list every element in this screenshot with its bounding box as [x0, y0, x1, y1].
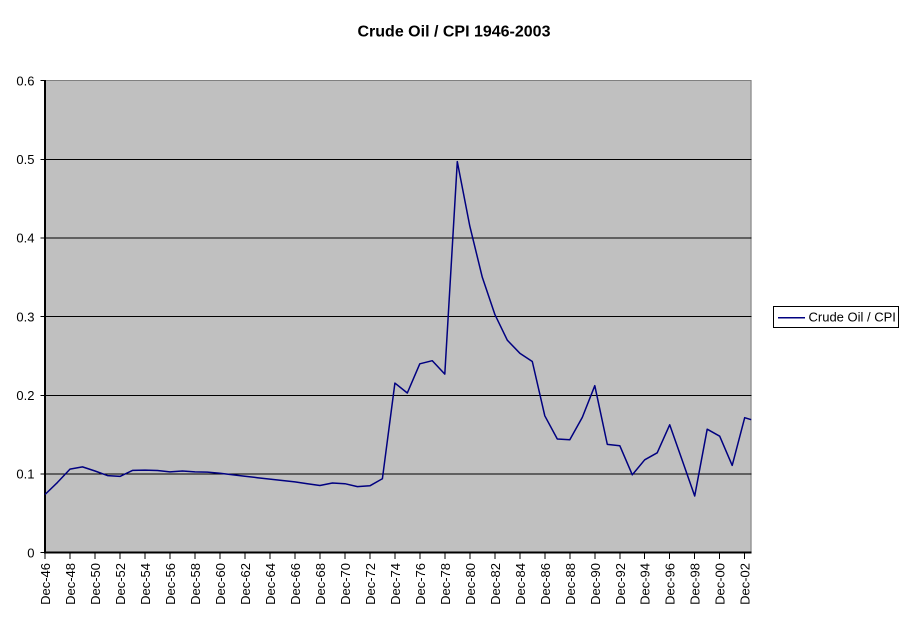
- svg-text:Dec-94: Dec-94: [638, 563, 653, 605]
- svg-text:Dec-90: Dec-90: [588, 563, 603, 605]
- svg-text:Dec-62: Dec-62: [238, 563, 253, 605]
- svg-text:Dec-88: Dec-88: [563, 563, 578, 605]
- svg-text:Dec-84: Dec-84: [513, 563, 528, 605]
- svg-text:Dec-66: Dec-66: [288, 563, 303, 605]
- svg-text:Dec-50: Dec-50: [88, 563, 103, 605]
- svg-text:Dec-54: Dec-54: [138, 563, 153, 605]
- svg-text:Crude Oil / CPI 1946-2003: Crude Oil / CPI 1946-2003: [358, 24, 551, 41]
- svg-text:Dec-98: Dec-98: [688, 563, 703, 605]
- svg-text:Dec-60: Dec-60: [213, 563, 228, 605]
- svg-text:Dec-82: Dec-82: [488, 563, 503, 605]
- svg-text:0.5: 0.5: [16, 152, 34, 167]
- svg-text:Dec-74: Dec-74: [388, 563, 403, 605]
- svg-text:Dec-80: Dec-80: [463, 563, 478, 605]
- svg-text:Dec-86: Dec-86: [538, 563, 553, 605]
- svg-text:Dec-56: Dec-56: [163, 563, 178, 605]
- svg-text:0.6: 0.6: [16, 73, 34, 88]
- svg-text:Dec-68: Dec-68: [313, 563, 328, 605]
- svg-text:Dec-46: Dec-46: [38, 563, 53, 605]
- svg-text:0: 0: [27, 545, 34, 560]
- svg-text:Dec-92: Dec-92: [613, 563, 628, 605]
- svg-text:0.4: 0.4: [16, 231, 34, 246]
- svg-text:0.3: 0.3: [16, 309, 34, 324]
- svg-text:0.1: 0.1: [16, 467, 34, 482]
- svg-text:Dec-76: Dec-76: [413, 563, 428, 605]
- svg-text:Dec-78: Dec-78: [438, 563, 453, 605]
- svg-text:Dec-64: Dec-64: [263, 563, 278, 605]
- svg-text:Crude Oil / CPI: Crude Oil / CPI: [809, 310, 896, 325]
- svg-text:Dec-58: Dec-58: [188, 563, 203, 605]
- svg-text:Dec-02: Dec-02: [738, 563, 753, 605]
- svg-text:Dec-48: Dec-48: [63, 563, 78, 605]
- svg-text:Dec-96: Dec-96: [663, 563, 678, 605]
- svg-text:Dec-70: Dec-70: [338, 563, 353, 605]
- svg-text:Dec-52: Dec-52: [113, 563, 128, 605]
- svg-text:0.2: 0.2: [16, 388, 34, 403]
- svg-text:Dec-72: Dec-72: [363, 563, 378, 605]
- svg-text:Dec-00: Dec-00: [713, 563, 728, 605]
